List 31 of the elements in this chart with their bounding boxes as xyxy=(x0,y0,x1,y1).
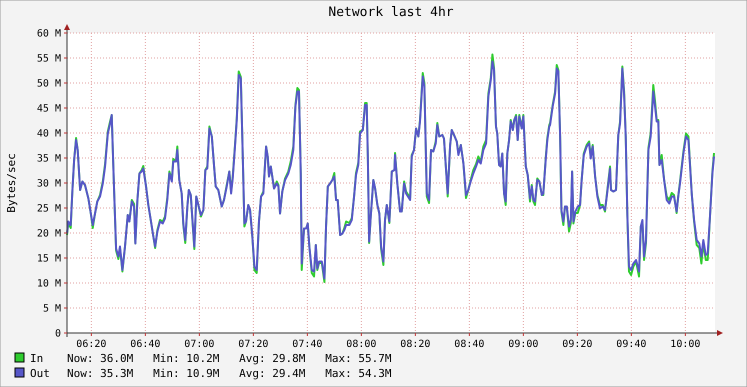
x-tick-label: 08:20 xyxy=(400,339,430,350)
x-tick-label: 08:40 xyxy=(454,339,484,350)
text: Now: 36.0M Min: 10.2M Avg: 29.8M Max: 55.7M xyxy=(67,352,392,365)
y-tick-label: 35 M xyxy=(36,154,61,164)
y-tick-label: 0 xyxy=(54,328,61,340)
x-tick-label: 07:00 xyxy=(184,339,214,350)
y-tick-label: 5 M xyxy=(42,304,61,314)
x-tick-label: 06:20 xyxy=(76,339,106,350)
x-tick-label: 07:40 xyxy=(292,339,322,350)
legend-label: In xyxy=(30,352,44,365)
x-tick-label: 08:00 xyxy=(346,339,376,350)
y-tick-label: 60 M xyxy=(36,28,61,40)
x-tick-label: 06:40 xyxy=(130,339,160,350)
x-tick-label: 10:00 xyxy=(670,339,700,350)
y-tick-label: 25 M xyxy=(36,204,61,214)
x-tick-label: 09:20 xyxy=(562,339,592,350)
text: Now: 35.3M Min: 10.9M Avg: 29.4M Max: 54.3M xyxy=(67,367,392,380)
x-tick-label: 09:00 xyxy=(508,339,538,350)
x-tick-label: 09:40 xyxy=(616,339,646,350)
y-axis-title: Bytes/sec xyxy=(5,153,18,213)
y-tick-label: 40 M xyxy=(36,128,61,140)
y-tick-label: 55 M xyxy=(36,54,61,64)
y-tick-label: 30 M xyxy=(36,178,61,190)
legend-label: Out xyxy=(30,367,50,380)
chart-title: Network last 4hr xyxy=(328,5,454,20)
y-tick-label: 15 M xyxy=(36,254,61,264)
y-tick-label: 10 M xyxy=(36,278,61,290)
y-tick-label: 50 M xyxy=(36,78,61,90)
y-tick-label: 45 M xyxy=(36,104,61,114)
x-tick-label: 07:20 xyxy=(238,339,268,350)
y-tick-label: 20 M xyxy=(36,228,61,240)
